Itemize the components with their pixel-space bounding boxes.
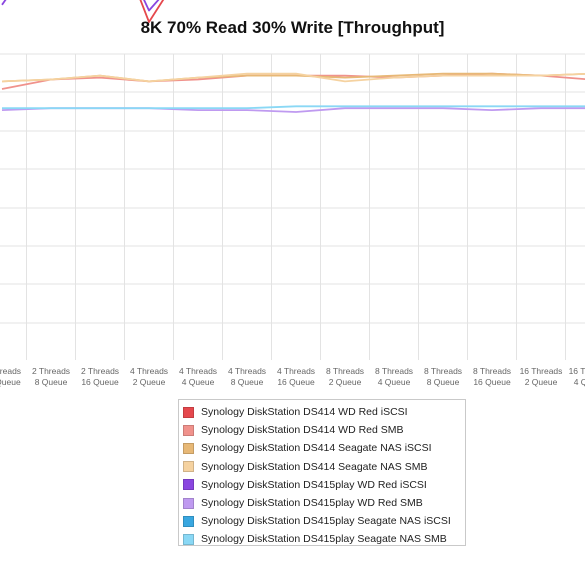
legend-item: Synology DiskStation DS415play Seagate N… — [183, 512, 465, 530]
legend-label: Synology DiskStation DS414 WD Red SMB — [201, 424, 404, 437]
legend-swatch — [183, 424, 194, 436]
legend-label: Synology DiskStation DS414 WD Red iSCSI — [201, 406, 408, 419]
legend-item: Synology DiskStation DS415play Seagate N… — [183, 530, 465, 548]
x-tick-label: 4 Threads 4 Queue — [179, 366, 217, 387]
legend-item: Synology DiskStation DS415play WD Red SM… — [183, 494, 465, 512]
legend-swatch — [183, 515, 194, 527]
legend-swatch — [183, 442, 194, 454]
x-tick-label: 4 Threads 8 Queue — [228, 366, 266, 387]
x-tick-label: 4 Threads 2 Queue — [130, 366, 168, 387]
legend-label: Synology DiskStation DS415play Seagate N… — [201, 533, 447, 546]
legend-swatch — [183, 406, 194, 418]
series-lines — [1, 0, 585, 113]
legend-swatch — [183, 497, 194, 509]
x-tick-label: 16 Threads 2 Queue — [520, 366, 563, 387]
legend-item: Synology DiskStation DS415play WD Red iS… — [183, 476, 465, 494]
legend-label: Synology DiskStation DS415play Seagate N… — [201, 515, 451, 528]
legend-swatch — [183, 479, 194, 491]
legend-item: Synology DiskStation DS414 WD Red iSCSI — [183, 403, 465, 421]
legend-label: Synology DiskStation DS414 Seagate NAS S… — [201, 460, 428, 473]
x-tick-label: 8 Threads 8 Queue — [424, 366, 462, 387]
series-line-5 — [1, 0, 160, 12]
x-tick-label: 2 Threads 8 Queue — [32, 366, 70, 387]
series-line-4 — [1, 72, 585, 83]
legend-item: Synology DiskStation DS414 Seagate NAS i… — [183, 439, 465, 457]
x-tick-label: 8 Threads 4 Queue — [375, 366, 413, 387]
x-tick-label: 8 Threads 16 Queue — [473, 366, 511, 387]
series-line-8 — [2, 105, 585, 110]
legend-item: Synology DiskStation DS414 WD Red SMB — [183, 421, 465, 439]
chart-title: 8K 70% Read 30% Write [Throughput] — [140, 18, 445, 37]
legend-label: Synology DiskStation DS415play WD Red SM… — [201, 497, 423, 510]
legend-label: Synology DiskStation DS414 Seagate NAS i… — [201, 442, 432, 455]
legend-swatch — [183, 533, 194, 545]
grid-lines — [0, 53, 585, 360]
legend-label: Synology DiskStation DS415play WD Red iS… — [201, 478, 427, 491]
x-tick-label: 8 Threads 2 Queue — [326, 366, 364, 387]
legend-swatch — [183, 461, 194, 473]
legend: Synology DiskStation DS414 WD Red iSCSI S… — [178, 399, 466, 546]
legend-item: Synology DiskStation DS414 Seagate NAS S… — [183, 458, 465, 476]
x-tick-label: 2 Threads 16 Queue — [81, 366, 119, 387]
series-line-1 — [139, 0, 165, 23]
x-tick-label: 4 Threads 16 Queue — [277, 366, 315, 387]
